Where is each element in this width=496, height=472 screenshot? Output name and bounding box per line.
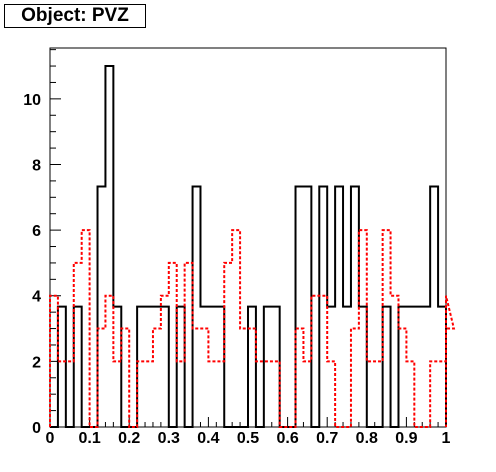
series-layer xyxy=(49,65,456,428)
y-tick-label: 4 xyxy=(32,289,41,306)
y-tick-label: 6 xyxy=(32,223,41,240)
x-tick-label: 0.5 xyxy=(237,430,259,447)
y-tick-label: 2 xyxy=(32,354,41,371)
chart-title: Object: PVZ xyxy=(21,5,129,26)
x-tick-label: 0.8 xyxy=(356,430,378,447)
chart-title-box: Object: PVZ xyxy=(4,4,146,28)
x-tick-label: 0.3 xyxy=(158,430,180,447)
x-tick-label: 0.6 xyxy=(276,430,298,447)
x-tick-label: 0 xyxy=(46,430,55,447)
y-tick-label: 10 xyxy=(23,92,41,109)
x-tick-label: 0.1 xyxy=(78,430,100,447)
x-tick-label: 0.4 xyxy=(197,430,219,447)
x-tick-label: 0.7 xyxy=(316,430,338,447)
x-tick-label: 0.2 xyxy=(118,430,140,447)
x-tick-label: 0.9 xyxy=(395,430,417,447)
histogram-series-2 xyxy=(49,229,456,428)
y-tick-label: 8 xyxy=(32,157,41,174)
histogram-series-1 xyxy=(50,65,447,428)
y-tick-label: 0 xyxy=(32,420,41,437)
x-tick-label: 1 xyxy=(442,430,451,447)
